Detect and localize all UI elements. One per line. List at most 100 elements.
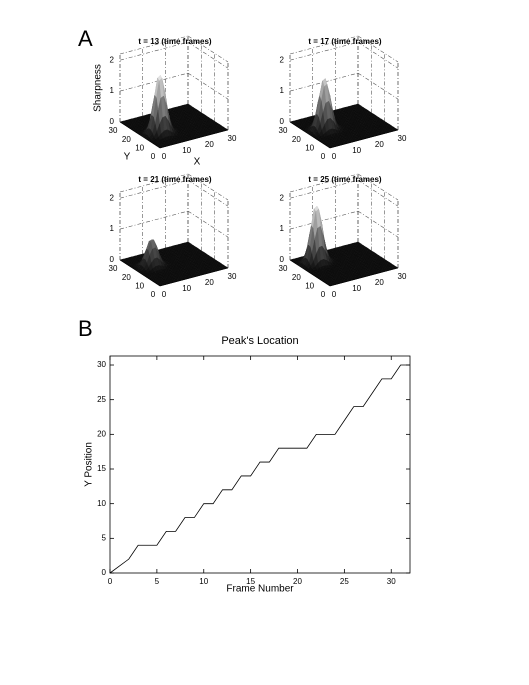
z-tick-label: 2	[280, 193, 285, 202]
x-tick-label: 10	[182, 146, 191, 155]
panel-label: A	[78, 26, 93, 51]
z-axis-label: Sharpness	[93, 64, 104, 112]
x-tick-label: 10	[199, 577, 208, 586]
grid-line	[289, 210, 359, 230]
plot-title: t = 21 (time frames)	[138, 175, 211, 184]
grid-line	[187, 41, 229, 69]
y-tick-label: 30	[97, 360, 106, 369]
x-tick-label: 0	[162, 152, 167, 161]
grid-line	[357, 210, 399, 238]
y-tick-label: 0	[151, 152, 156, 161]
y-tick-label: 30	[109, 126, 118, 135]
grid-line	[119, 179, 189, 199]
box-edge	[357, 173, 399, 201]
y-tick-label: 30	[279, 126, 288, 135]
z-tick-label: 2	[110, 55, 115, 64]
y-tick-label: 5	[102, 533, 107, 542]
grid-line	[289, 72, 359, 92]
x-tick-label: 30	[387, 577, 396, 586]
plot-area	[109, 355, 411, 574]
plot-title: t = 13 (time frames)	[138, 37, 211, 46]
grid-line	[357, 179, 399, 207]
z-tick-label: 0	[110, 117, 115, 126]
z-tick-label: 1	[110, 224, 115, 233]
z-tick-label: 0	[280, 255, 285, 264]
box-edge	[187, 173, 229, 201]
x-tick-label: 30	[228, 134, 237, 143]
plot-title: t = 17 (time frames)	[308, 37, 381, 46]
y-tick-label: 20	[292, 135, 301, 144]
box-edge	[289, 35, 359, 55]
x-tick-label: 20	[205, 278, 214, 287]
z-tick-label: 2	[110, 193, 115, 202]
x-tick-label: 10	[182, 284, 191, 293]
grid-line	[289, 41, 359, 61]
x-tick-label: 0	[332, 290, 337, 299]
axis-line	[159, 267, 229, 287]
z-tick-label: 0	[280, 117, 285, 126]
box-edge	[119, 173, 189, 193]
x-tick-label: 0	[108, 577, 113, 586]
y-tick-label: 10	[135, 143, 144, 152]
chart-title: Peak's Location	[221, 335, 298, 347]
axis-line	[329, 129, 399, 149]
box-edge	[119, 35, 189, 55]
y-tick-label: 0	[321, 290, 326, 299]
plot-title: t = 25 (time frames)	[308, 175, 381, 184]
z-tick-label: 0	[110, 255, 115, 264]
axis-line	[289, 121, 331, 149]
grid-line	[187, 72, 229, 100]
grid-line	[119, 41, 189, 61]
x-tick-label: 0	[332, 152, 337, 161]
axis-line	[119, 259, 161, 287]
surface	[119, 239, 229, 287]
z-tick-label: 2	[280, 55, 285, 64]
y-tick-label: 20	[122, 273, 131, 282]
x-tick-label: 30	[398, 272, 407, 281]
y-tick-label: 10	[305, 143, 314, 152]
axis-line	[119, 121, 161, 149]
panel-label: B	[78, 316, 93, 341]
x-tick-label: 10	[352, 284, 361, 293]
x-tick-label: 0	[162, 290, 167, 299]
y-tick-label: 0	[102, 568, 107, 577]
z-tick-label: 1	[280, 224, 285, 233]
x-tick-label: 20	[293, 577, 302, 586]
y-tick-label: 15	[97, 464, 106, 473]
box-edge	[289, 173, 359, 193]
x-axis-label: Frame Number	[226, 584, 294, 595]
x-tick-label: 10	[352, 146, 361, 155]
grid-line	[119, 72, 189, 92]
grid-line	[187, 179, 229, 207]
y-axis-label: Y Position	[84, 442, 95, 487]
data-line	[109, 364, 410, 574]
y-axis-label: Y	[124, 152, 131, 163]
y-tick-label: 10	[135, 281, 144, 290]
x-tick-label: 30	[398, 134, 407, 143]
grid-line	[357, 41, 399, 69]
z-tick-label: 1	[110, 86, 115, 95]
x-tick-label: 20	[205, 140, 214, 149]
axis-line	[289, 259, 331, 287]
box-edge	[357, 35, 399, 63]
surface	[119, 74, 229, 149]
x-tick-label: 5	[155, 577, 160, 586]
grid-line	[187, 210, 229, 238]
z-tick-label: 1	[280, 86, 285, 95]
x-tick-label: 20	[375, 278, 384, 287]
surface	[289, 205, 399, 287]
x-tick-label: 15	[246, 577, 255, 586]
y-tick-label: 20	[97, 429, 106, 438]
y-tick-label: 20	[292, 273, 301, 282]
y-tick-label: 10	[97, 499, 106, 508]
y-tick-label: 10	[305, 281, 314, 290]
box-edge	[187, 35, 229, 63]
y-tick-label: 30	[279, 264, 288, 273]
y-tick-label: 30	[109, 264, 118, 273]
x-tick-label: 30	[228, 272, 237, 281]
surface	[289, 78, 399, 149]
grid-line	[289, 179, 359, 199]
x-tick-label: 20	[375, 140, 384, 149]
